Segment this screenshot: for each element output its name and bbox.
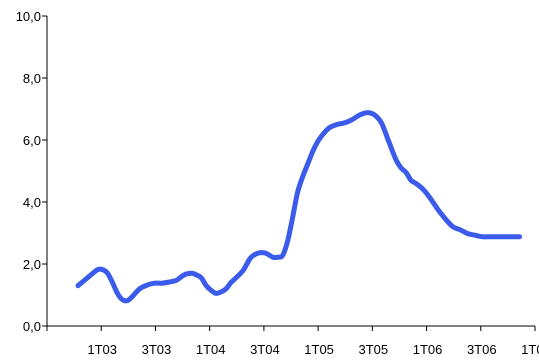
x-tick-label: 1T05 <box>304 342 334 356</box>
y-tick-label: 6,0 <box>23 133 41 148</box>
x-tick-label: 3T06 <box>467 342 497 356</box>
y-tick-label: 10,0 <box>16 9 41 24</box>
x-tick-label: 1T07 <box>521 342 539 356</box>
series-layer <box>75 110 522 304</box>
y-tick-label: 8,0 <box>23 71 41 86</box>
y-tick-label: 4,0 <box>23 195 41 210</box>
x-tick-label: 3T04 <box>250 342 280 356</box>
x-axis-ticks: 1T03 3T03 1T04 3T04 1T05 3T05 1T06 3T06 1T07 <box>46 326 539 357</box>
x-tick-label: 1T06 <box>413 342 443 356</box>
y-axis-ticks: 0,0 2,0 4,0 6,0 8,0 10,0 <box>16 9 47 334</box>
x-tick-label: 1T03 <box>87 342 117 356</box>
y-tick-label: 0,0 <box>23 319 41 334</box>
series-line-0 <box>75 110 522 304</box>
y-tick-label: 2,0 <box>23 257 41 272</box>
x-tick-label: 3T03 <box>142 342 172 356</box>
x-tick-label: 3T05 <box>359 342 389 356</box>
axes <box>46 16 535 327</box>
x-tick-label: 1T04 <box>196 342 226 356</box>
